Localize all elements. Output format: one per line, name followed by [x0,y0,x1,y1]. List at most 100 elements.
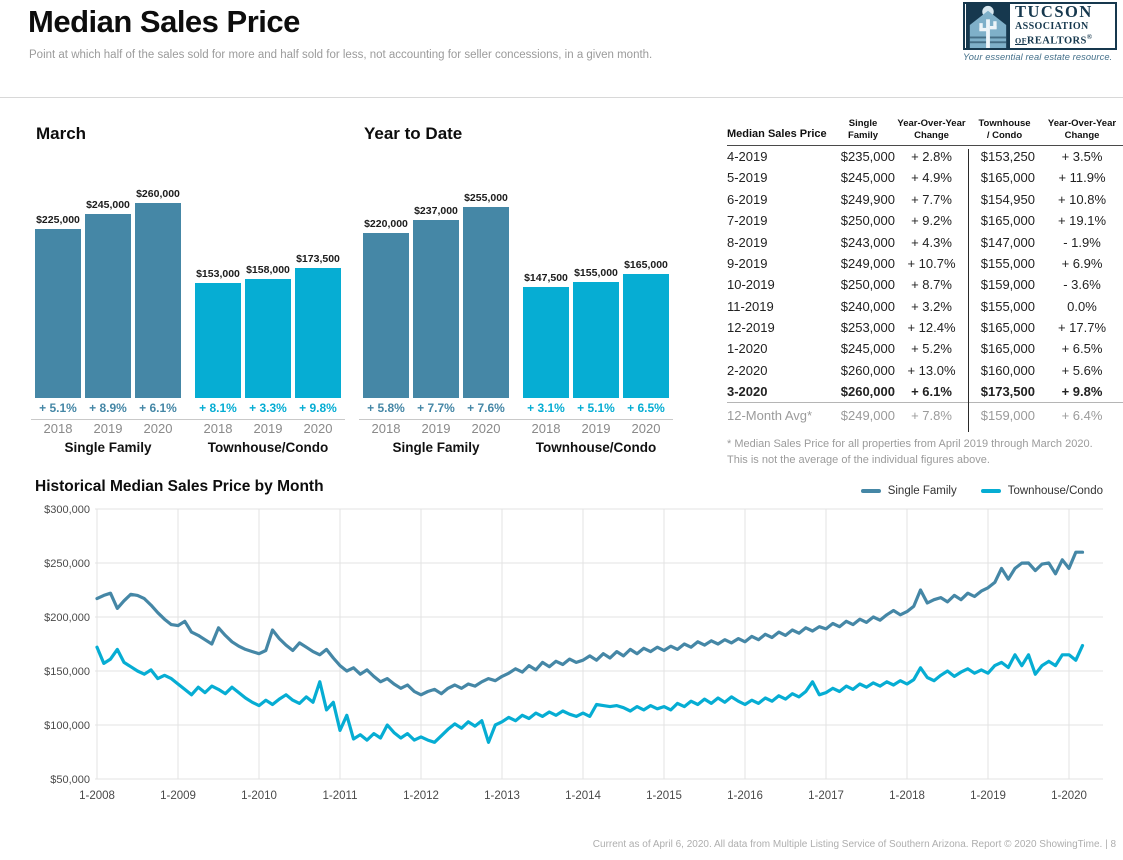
bar-column-2019: $245,000 [85,199,131,398]
tar-logo: TUCSON ASSOCIATION OFREALTORS® Your esse… [963,2,1117,62]
legend-item-single_family: Single Family [860,485,957,497]
table-cell: $243,000 [840,234,895,250]
bar-column-2020: $260,000 [135,188,181,398]
bar-year-row: 2018 2019 2020 [523,419,669,438]
table-row: 5-2019 $245,000 + 4.9% $165,000 + 11.9% [727,167,1123,188]
bar-change-label: + 8.9% [89,401,127,415]
table-cell: + 4.3% [911,234,952,250]
table-cell: + 8.7% [911,277,952,293]
x-axis-label: 1-2011 [323,790,358,802]
bar-group-single-family: $220,000 $237,000 $255,000 + 5.8% + 7.7% + 7.… [363,146,509,455]
table-header-cell: Year-Over-Year Change [1047,118,1117,141]
legend-item-townhouse: Townhouse/Condo [980,485,1103,497]
bar-column-2020: $165,000 [623,259,669,398]
single-family-line [95,550,1085,697]
ytd-chart-title: Year to Date [364,124,463,143]
bar-group-townhouse-condo: $147,500 $155,000 $165,000 + 3.1% + 5.1% + 6.… [523,146,669,455]
line-chart-plot: $300,000 $250,000 $200,000 $150,000 $100,000… [44,504,1103,802]
table-cell: $240,000 [840,298,895,314]
bar-column-2019: $158,000 [245,264,291,398]
table-cell: + 4.9% [911,170,952,186]
table-cell: $173,500 [980,384,1035,400]
table-cell: $159,000 [980,407,1035,423]
grid-lines [95,508,1103,780]
table-cell: + 7.8% [911,407,952,423]
table-cell: 2-2020 [727,362,768,378]
table-cell: + 6.4% [1061,407,1103,423]
table-cell: $260,000 [840,362,895,378]
table-cell: $260,000 [840,384,895,400]
table-cell: $154,950 [980,191,1035,207]
bar-value-label: $237,000 [414,205,458,217]
march-chart-groups: $225,000 $245,000 $260,000 + 5.1% + 8.9% + 6.… [31,146,345,455]
tar-logo-box: TUCSON ASSOCIATION OFREALTORS® [963,2,1117,50]
table-cell: - 1.9% [1063,234,1101,250]
table-cell: + 6.1% [911,384,952,400]
table-row: 12-2019 $253,000 + 12.4% $165,000 + 17.7% [727,317,1123,338]
bar-2019 [413,220,459,398]
bar-2020 [135,203,181,398]
bar-change-row: + 3.1% + 5.1% + 6.5% [523,398,669,419]
bar-value-label: $255,000 [464,192,508,204]
bar-chart-axis-line [359,419,673,420]
bar-column-2020: $255,000 [463,192,509,398]
bar-year-label: 2018 [43,421,73,436]
bar-columns: $153,000 $158,000 $173,500 [195,146,341,398]
bar-year-row: 2018 2019 2020 [363,419,509,438]
bar-value-label: $220,000 [364,218,408,230]
x-axis-label: 1-2015 [646,790,682,802]
table-vertical-divider [968,149,969,432]
table-cell: $245,000 [840,170,895,186]
tar-logo-text: TUCSON ASSOCIATION OFREALTORS® [1011,4,1115,48]
table-cell: + 10.8% [1057,191,1107,207]
bar-year-row: 2018 2019 2020 [35,419,181,438]
table-row: 2-2020 $260,000 + 13.0% $160,000 + 5.6% [727,360,1123,381]
table-cell: + 9.2% [911,213,952,229]
table-header-cell: Single Family [847,118,879,141]
x-axis-label: 1-2019 [970,790,1006,802]
bar-group-label: Townhouse/Condo [207,440,329,455]
x-axis-label: 1-2013 [484,790,520,802]
bar-change-row: + 5.8% + 7.7% + 7.6% [363,398,509,419]
bar-year-label: 2020 [303,421,333,436]
legend-label: Townhouse/Condo [1007,485,1103,497]
bar-value-label: $155,000 [574,267,618,279]
table-cell: $153,250 [980,148,1035,164]
bar-2018 [195,283,241,398]
bar-year-label: 2020 [143,421,173,436]
bar-change-label: + 5.8% [367,401,405,415]
table-cell: + 5.6% [1061,362,1103,378]
page-subtitle: Point at which half of the sales sold fo… [29,49,653,61]
y-axis-label: $250,000 [44,558,90,570]
table-cell: $249,900 [840,191,895,207]
bar-change-label: + 6.5% [627,401,665,415]
table-cell: + 11.9% [1058,170,1106,186]
bar-change-label: + 7.6% [467,401,505,415]
bar-year-label: 2019 [581,421,611,436]
bar-change-label: + 5.1% [39,401,77,415]
table-cell: 12-2019 [727,320,775,336]
table-cell: + 17.7% [1057,320,1107,336]
line-chart-title: Historical Median Sales Price by Month [35,478,324,495]
logo-line1: TUCSON [1015,2,1093,22]
bar-value-label: $165,000 [624,259,668,271]
table-cell: 9-2019 [727,255,768,271]
bar-change-label: + 8.1% [199,401,237,415]
bar-change-label: + 3.1% [527,401,565,415]
bar-value-label: $147,500 [524,272,568,284]
x-axis-label: 1-2018 [889,790,925,802]
table-row: 9-2019 $249,000 + 10.7% $155,000 + 6.9% [727,253,1123,274]
bar-column-2018: $147,500 [523,272,569,398]
table-row: 8-2019 $243,000 + 4.3% $147,000 - 1.9% [727,231,1123,252]
march-chart-title: March [36,124,87,143]
table-cell: $253,000 [840,320,895,336]
bar-columns: $220,000 $237,000 $255,000 [363,146,509,398]
table-cell: 10-2019 [727,277,775,293]
bar-2018 [363,233,409,398]
bar-group-label: Single Family [64,440,152,455]
bar-value-label: $158,000 [246,264,290,276]
footer-page-number: | 8 [1105,839,1116,850]
table-cell: + 9.8% [1061,384,1103,400]
table-cell: + 2.8% [911,148,952,164]
